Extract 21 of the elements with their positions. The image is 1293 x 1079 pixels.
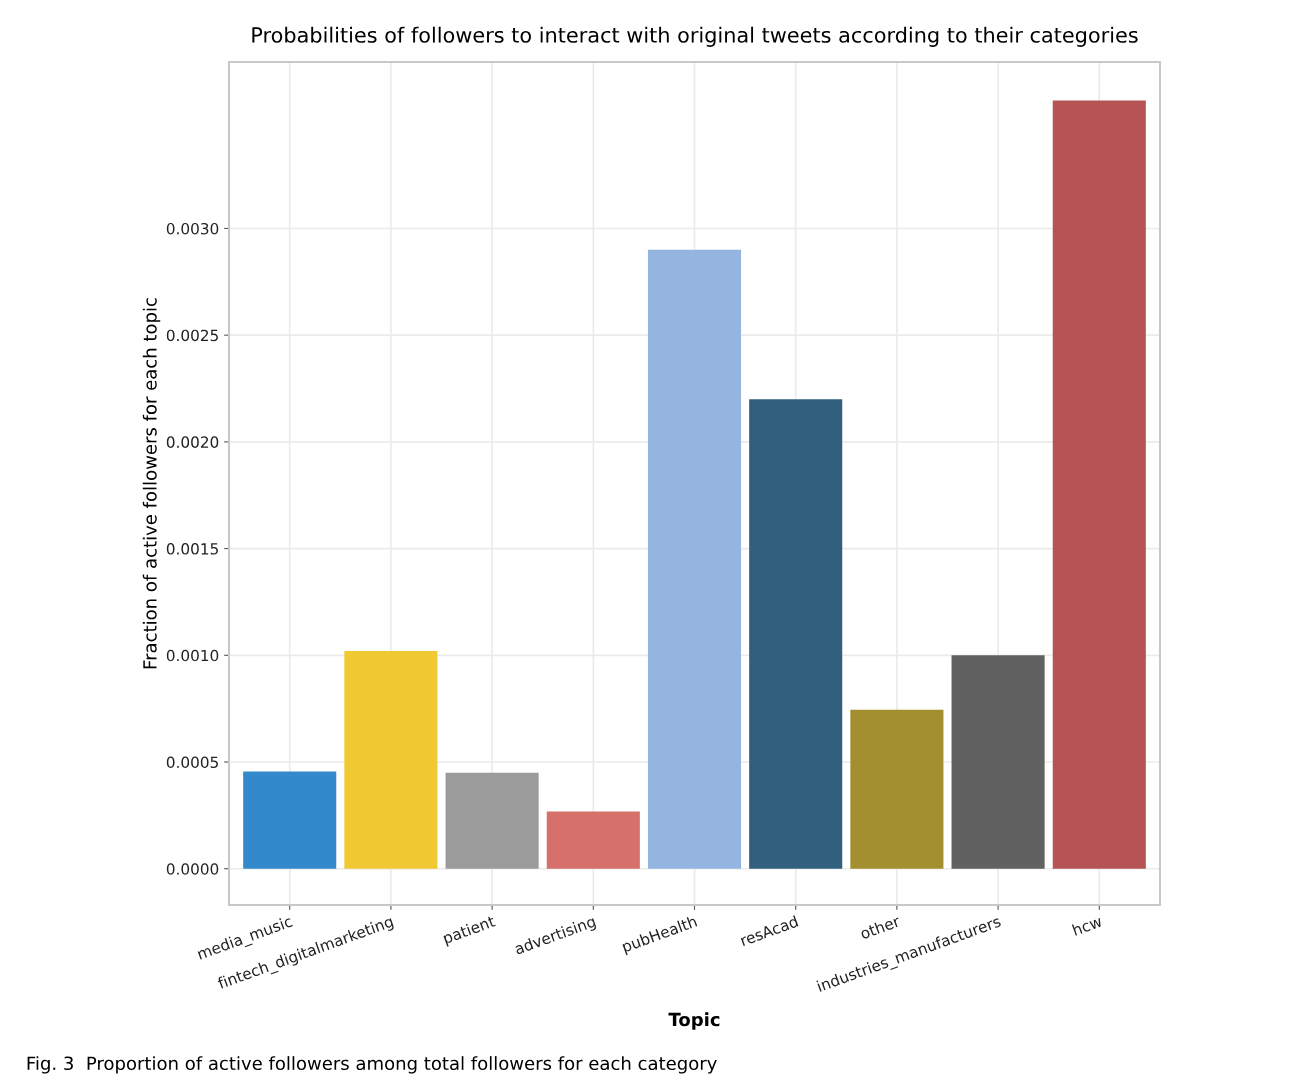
x-axis-title: Topic	[668, 1012, 720, 1030]
bar	[546, 811, 640, 869]
chart-title: Probabilities of followers to interact with original tweets according to their categories	[252, 26, 1138, 47]
y-tick-label: 0.0015	[166, 543, 218, 555]
y-tick-label: 0.0025	[166, 329, 218, 342]
bar	[445, 772, 539, 869]
bar	[749, 399, 843, 869]
y-tick-label: 0.0000	[166, 863, 219, 875]
bar	[344, 651, 438, 869]
caption: Fig. 3 Proportion of active followers among total followers for each category	[27, 1056, 717, 1074]
y-tick-label: 0.0005	[166, 756, 218, 769]
x-tick-label: hcw	[1071, 914, 1103, 936]
y-axis-title: Fraction of active followers for each topic	[142, 298, 161, 669]
bar	[243, 771, 337, 869]
y-tick-label: 0.0030	[166, 222, 219, 235]
bar	[647, 249, 742, 869]
bar	[1052, 100, 1146, 869]
bar	[951, 655, 1045, 869]
bar	[850, 709, 944, 869]
y-tick-label: 0.0020	[166, 436, 219, 448]
y-tick-label: 0.0010	[166, 649, 219, 662]
